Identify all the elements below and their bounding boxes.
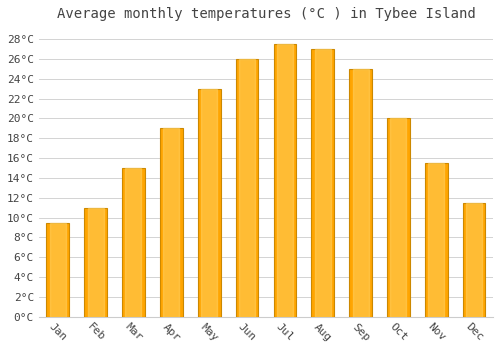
Bar: [425, 163, 448, 317]
Bar: [46, 223, 69, 317]
Bar: [349, 69, 372, 317]
Bar: [352, 69, 368, 317]
Bar: [315, 49, 330, 317]
Bar: [390, 118, 406, 317]
Bar: [88, 208, 104, 317]
Bar: [164, 128, 179, 317]
Bar: [387, 118, 410, 317]
Bar: [239, 59, 255, 317]
Bar: [84, 208, 107, 317]
Bar: [236, 59, 258, 317]
Bar: [126, 168, 142, 317]
Bar: [198, 89, 220, 317]
Bar: [50, 223, 66, 317]
Bar: [466, 203, 482, 317]
Bar: [160, 128, 182, 317]
Bar: [312, 49, 334, 317]
Title: Average monthly temperatures (°C ) in Tybee Island: Average monthly temperatures (°C ) in Ty…: [56, 7, 476, 21]
Bar: [463, 203, 485, 317]
Bar: [122, 168, 145, 317]
Bar: [428, 163, 444, 317]
Bar: [201, 89, 217, 317]
Bar: [274, 44, 296, 317]
Bar: [277, 44, 293, 317]
